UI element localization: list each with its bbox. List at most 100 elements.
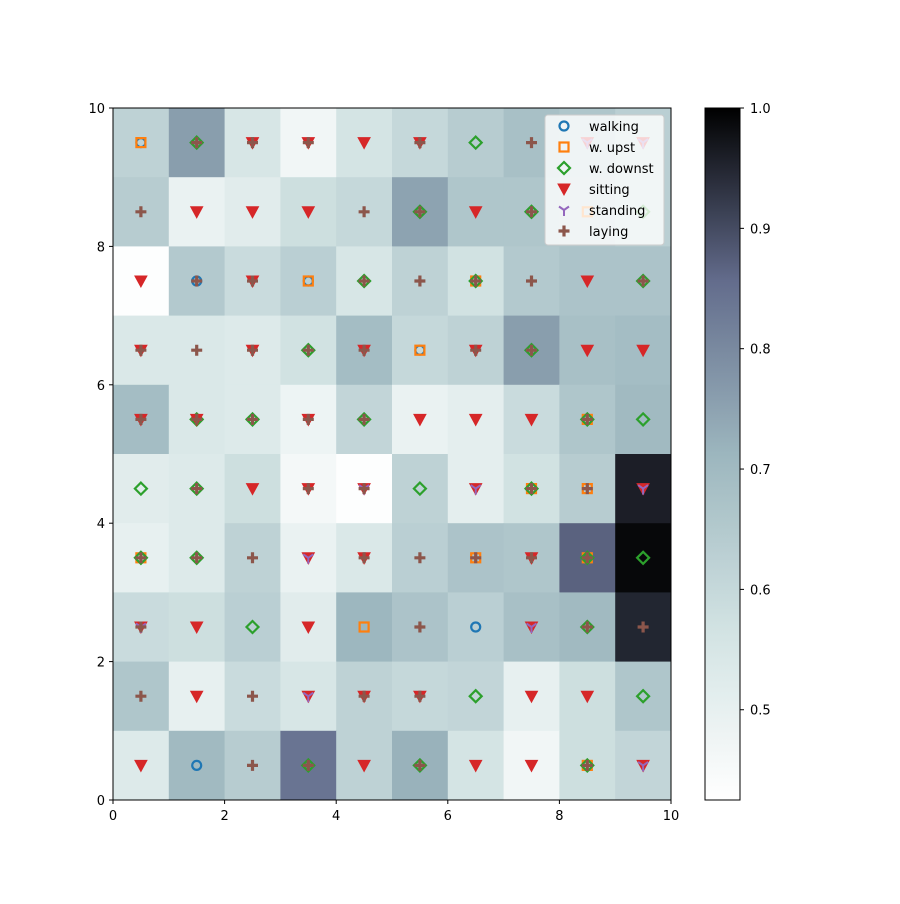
marker-w-downst [189, 481, 205, 497]
heatmap-cell [615, 384, 672, 455]
marker-laying [581, 621, 593, 633]
marker-laying [581, 552, 593, 564]
marker-laying [526, 206, 537, 218]
marker-laying [358, 344, 370, 356]
marker-laying [358, 552, 370, 564]
marker-laying [191, 275, 203, 287]
marker-sitting [245, 483, 260, 496]
marker-laying [191, 552, 203, 564]
colorbar-tick-label: 0.7 [750, 463, 771, 478]
marker-w-downst [244, 619, 261, 635]
marker-w-downst [579, 757, 595, 773]
marker-w-upst [302, 275, 314, 287]
marker-w-downst [468, 273, 484, 289]
marker-laying [637, 621, 649, 633]
marker-w-downst [412, 757, 428, 773]
y-tick-label: 6 [97, 379, 105, 394]
marker-laying [470, 344, 482, 356]
marker-laying [470, 275, 482, 287]
heatmap-cell [392, 454, 449, 524]
marker-laying [414, 206, 426, 218]
marker-sitting [189, 621, 204, 635]
colorbar: 0.5 0.6 0.7 0.8 0.9 1.0 [704, 102, 771, 801]
marker-laying [302, 483, 314, 495]
heatmap-cell [168, 730, 226, 801]
marker-laying [414, 552, 426, 564]
marker-walking [470, 621, 482, 633]
marker-sitting [468, 206, 483, 219]
legend-label: w. upst [589, 141, 635, 156]
legend-label: sitting [589, 183, 630, 198]
heatmap-cell [336, 592, 393, 663]
legend-marker [557, 183, 571, 197]
marker-laying [247, 137, 258, 149]
marker-laying [247, 413, 258, 425]
x-tick-label: 2 [220, 809, 228, 824]
marker-laying [191, 344, 203, 356]
marker-laying [135, 413, 147, 425]
legend: walking w. upst w. downst sitting standing la… [544, 114, 665, 246]
marker-w-downst [300, 757, 316, 773]
marker-laying [358, 275, 370, 287]
marker-w-downst [523, 342, 540, 358]
legend-marker [558, 205, 570, 216]
heatmap-cell [280, 246, 337, 317]
marker-sitting [468, 759, 483, 773]
colorbar-gradient [704, 107, 741, 801]
x-tick-label: 0 [109, 809, 117, 824]
marker-w-upst [135, 137, 147, 149]
marker-w-downst [133, 481, 149, 497]
marker-laying [358, 413, 370, 425]
marker-laying [302, 137, 314, 149]
heatmap-cell [615, 523, 672, 593]
marker-layer [133, 135, 651, 773]
marker-sitting [468, 413, 483, 427]
marker-laying [581, 413, 593, 425]
marker-laying [358, 483, 370, 495]
heatmap-cell [615, 661, 672, 732]
legend-label: standing [589, 204, 645, 219]
marker-sitting [636, 344, 650, 358]
marker-sitting [301, 206, 316, 219]
heatmap-cell [224, 592, 281, 663]
marker-w-downst [300, 342, 316, 358]
marker-laying [247, 275, 258, 287]
marker-standing [525, 622, 538, 633]
legend-label: w. downst [589, 162, 654, 177]
marker-laying [414, 621, 426, 633]
marker-laying [414, 690, 426, 702]
legend-marker [558, 225, 570, 237]
heatmap-cell [447, 592, 505, 663]
y-tick-label: 4 [97, 517, 105, 532]
marker-w-downst [579, 411, 595, 427]
marker-sitting [357, 759, 371, 773]
marker-w-downst [579, 550, 595, 566]
y-tick-label: 2 [97, 656, 105, 671]
marker-laying [581, 483, 593, 495]
marker-laying [358, 690, 370, 702]
x-tick-label: 8 [555, 809, 563, 824]
marker-w-downst [468, 135, 484, 151]
colorbar-tick-label: 0.5 [750, 704, 771, 719]
marker-standing [637, 484, 649, 495]
marker-w-downst [468, 688, 484, 704]
marker-laying [191, 413, 203, 425]
heatmap-cell [447, 661, 505, 732]
marker-w-downst [635, 688, 651, 704]
marker-standing [637, 761, 649, 772]
marker-sitting [413, 413, 427, 427]
marker-walking [191, 759, 203, 772]
marker-laying [302, 344, 314, 356]
marker-laying [526, 483, 537, 495]
marker-w-downst [412, 204, 428, 220]
colorbar-tick-label: 0.8 [750, 343, 771, 358]
marker-laying [526, 275, 537, 287]
marker-laying [526, 552, 537, 564]
marker-w-downst [635, 273, 651, 289]
legend-marker [558, 141, 570, 153]
marker-w-downst [189, 135, 205, 151]
marker-laying [414, 137, 426, 149]
marker-laying [191, 137, 203, 149]
marker-sitting [134, 759, 148, 773]
